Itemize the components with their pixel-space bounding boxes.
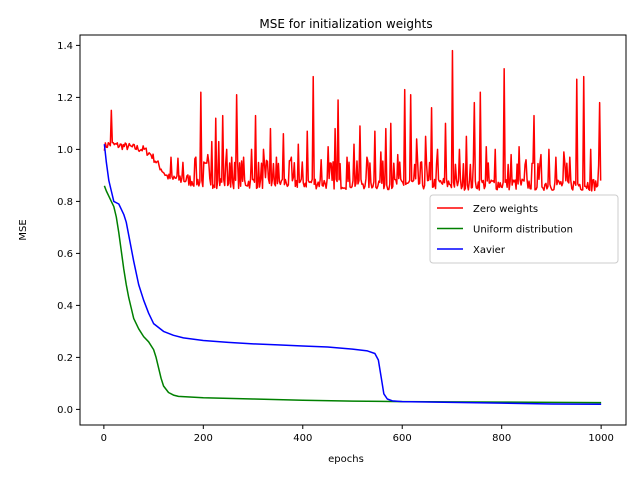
legend-label: Zero weights (473, 204, 538, 215)
x-tick-label: 600 (393, 433, 412, 444)
y-tick-label: 1.2 (57, 93, 73, 104)
x-tick-label: 200 (194, 433, 213, 444)
y-tick-label: 1.0 (57, 145, 73, 156)
x-axis-label: epochs (328, 454, 364, 465)
legend: Zero weights Uniform distribution Xavier (429, 194, 619, 264)
y-tick-label: 0.2 (57, 353, 73, 364)
legend-label: Xavier (473, 245, 506, 256)
legend-box (429, 194, 619, 264)
series-line-zero-weights (103, 49, 602, 192)
y-tick-label: 0.4 (57, 301, 73, 312)
chart-title: MSE for initialization weights (259, 17, 432, 31)
series-line-uniform-distribution (103, 185, 602, 404)
y-tick-label: 0.6 (57, 249, 73, 260)
y-tick-label: 0.8 (57, 197, 73, 208)
series-line-xavier (103, 144, 602, 405)
x-tick-label: 800 (492, 433, 511, 444)
y-axis: 0.0 0.2 0.4 0.6 0.8 1.0 1.2 1.4 (57, 41, 80, 416)
y-tick-label: 0.0 (57, 405, 73, 416)
series-layer (103, 49, 602, 405)
y-tick-label: 1.4 (57, 41, 73, 52)
x-tick-label: 1000 (588, 433, 613, 444)
x-tick-label: 0 (101, 433, 107, 444)
x-axis: 0 200 400 600 800 1000 (101, 425, 614, 444)
legend-label: Uniform distribution (473, 225, 573, 236)
axes-frame (79, 34, 627, 426)
y-axis-label: MSE (18, 219, 29, 240)
x-tick-label: 400 (293, 433, 312, 444)
